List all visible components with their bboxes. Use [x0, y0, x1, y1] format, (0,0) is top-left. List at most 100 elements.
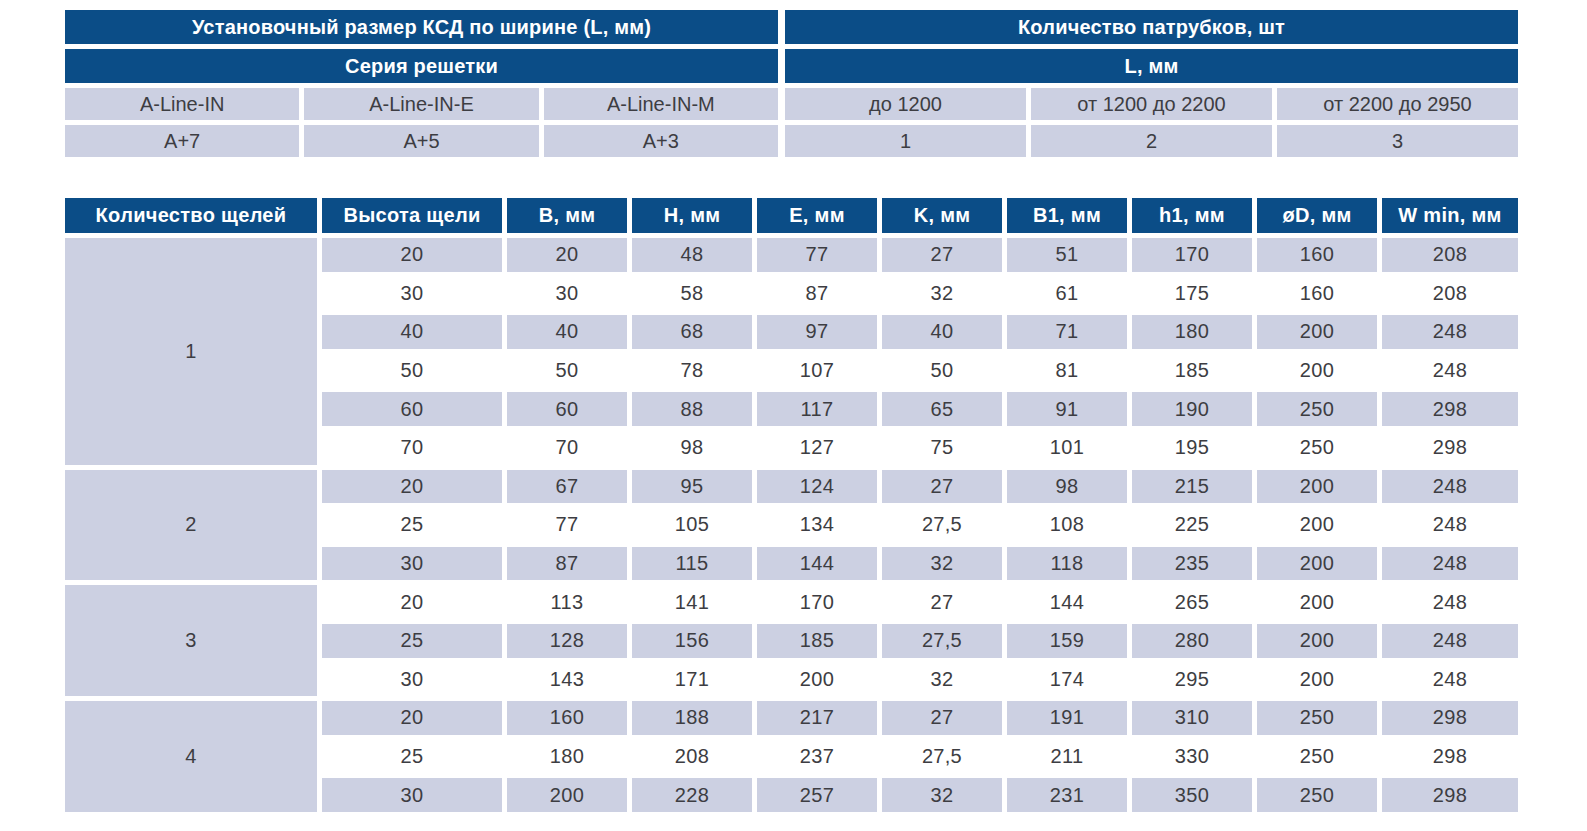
table-cell: 32 [882, 547, 1002, 581]
table-cell: 51 [1007, 238, 1127, 272]
table-cell: 298 [1382, 740, 1518, 774]
table-cell: 250 [1257, 740, 1377, 774]
slot-count-cell: 3 [65, 585, 317, 696]
grille-series-subtitle: Серия решетки [65, 49, 778, 83]
table-cell: 257 [757, 778, 877, 812]
table-cell: 98 [632, 431, 752, 465]
table-cell: 27,5 [882, 624, 1002, 658]
top-column-value: 2 [1031, 125, 1272, 157]
table-cell: 20 [322, 470, 502, 504]
table-cell: 217 [757, 701, 877, 735]
table-cell: 87 [507, 547, 627, 581]
table-cell: 117 [757, 392, 877, 426]
table-cell: 174 [1007, 663, 1127, 697]
top-column-value: A+3 [544, 125, 778, 157]
table-cell: 87 [757, 277, 877, 311]
table-cell: 248 [1382, 354, 1518, 388]
table-cell: 200 [507, 778, 627, 812]
table-cell: 211 [1007, 740, 1127, 774]
table-cell: 115 [632, 547, 752, 581]
table-cell: 185 [757, 624, 877, 658]
table-cell: 208 [632, 740, 752, 774]
table-cell: 235 [1132, 547, 1252, 581]
table-cell: 118 [1007, 547, 1127, 581]
column-header: E, мм [757, 198, 877, 233]
table-cell: 228 [632, 778, 752, 812]
table-cell: 78 [632, 354, 752, 388]
table-cell: 97 [757, 315, 877, 349]
table-cell: 108 [1007, 508, 1127, 542]
nozzle-count-table: Количество патрубков, шт L, мм до 1200от… [785, 10, 1518, 157]
top-column-label: A-Line-IN [65, 88, 299, 120]
table-cell: 32 [882, 778, 1002, 812]
table-cell: 248 [1382, 470, 1518, 504]
table-cell: 200 [1257, 508, 1377, 542]
table-cell: 30 [322, 277, 502, 311]
top-column-label: до 1200 [785, 88, 1026, 120]
table-cell: 71 [1007, 315, 1127, 349]
table-cell: 88 [632, 392, 752, 426]
nozzle-count-title: Количество патрубков, шт [785, 10, 1518, 44]
slot-count-cell: 1 [65, 238, 317, 465]
table-cell: 350 [1132, 778, 1252, 812]
table-cell: 250 [1257, 431, 1377, 465]
table-cell: 248 [1382, 663, 1518, 697]
top-column-value: 3 [1277, 125, 1518, 157]
table-cell: 20 [322, 238, 502, 272]
top-column-label: от 2200 до 2950 [1277, 88, 1518, 120]
table-cell: 159 [1007, 624, 1127, 658]
table-cell: 200 [1257, 624, 1377, 658]
top-column-value: 1 [785, 125, 1026, 157]
column-header: B1, мм [1007, 198, 1127, 233]
table-cell: 250 [1257, 701, 1377, 735]
table-cell: 50 [322, 354, 502, 388]
table-cell: 25 [322, 508, 502, 542]
column-header: W min, мм [1382, 198, 1518, 233]
table-cell: 160 [1257, 238, 1377, 272]
table-cell: 127 [757, 431, 877, 465]
table-cell: 32 [882, 277, 1002, 311]
table-cell: 298 [1382, 392, 1518, 426]
table-cell: 95 [632, 470, 752, 504]
table-cell: 77 [507, 508, 627, 542]
table-cell: 215 [1132, 470, 1252, 504]
table-cell: 60 [322, 392, 502, 426]
table-cell: 237 [757, 740, 877, 774]
table-cell: 160 [507, 701, 627, 735]
table-cell: 40 [507, 315, 627, 349]
dimensions-table: Количество щелейВысота щелиB, ммH, ммE, … [65, 198, 1518, 812]
table-cell: 105 [632, 508, 752, 542]
table-cell: 61 [1007, 277, 1127, 311]
table-cell: 310 [1132, 701, 1252, 735]
table-cell: 98 [1007, 470, 1127, 504]
table-cell: 20 [322, 585, 502, 619]
table-cell: 30 [322, 778, 502, 812]
table-cell: 208 [1382, 277, 1518, 311]
table-cell: 25 [322, 624, 502, 658]
table-cell: 40 [882, 315, 1002, 349]
table-cell: 200 [1257, 547, 1377, 581]
table-cell: 200 [1257, 663, 1377, 697]
table-cell: 298 [1382, 701, 1518, 735]
table-cell: 200 [1257, 354, 1377, 388]
table-cell: 265 [1132, 585, 1252, 619]
table-cell: 250 [1257, 392, 1377, 426]
table-cell: 200 [757, 663, 877, 697]
table-cell: 200 [1257, 315, 1377, 349]
table-cell: 160 [1257, 277, 1377, 311]
table-cell: 156 [632, 624, 752, 658]
column-header: H, мм [632, 198, 752, 233]
table-cell: 200 [1257, 470, 1377, 504]
table-cell: 143 [507, 663, 627, 697]
table-cell: 70 [507, 431, 627, 465]
catalog-page: Установочный размер КСД по ширине (L, мм… [0, 0, 1587, 831]
table-cell: 141 [632, 585, 752, 619]
table-cell: 25 [322, 740, 502, 774]
table-cell: 225 [1132, 508, 1252, 542]
table-cell: 65 [882, 392, 1002, 426]
table-cell: 70 [322, 431, 502, 465]
top-column-label: от 1200 до 2200 [1031, 88, 1272, 120]
install-size-table: Установочный размер КСД по ширине (L, мм… [65, 10, 778, 157]
table-cell: 180 [507, 740, 627, 774]
table-cell: 27 [882, 470, 1002, 504]
